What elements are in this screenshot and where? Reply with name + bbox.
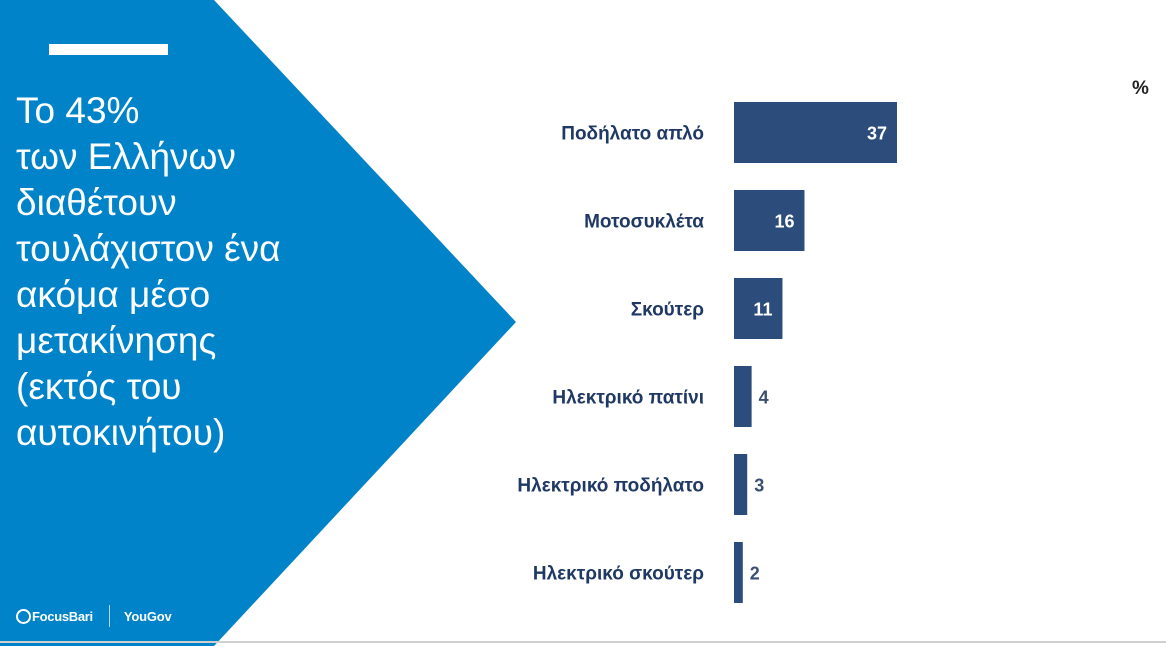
headline-line: μετακίνησης	[16, 320, 217, 361]
headline-line: Το 43%	[16, 90, 140, 131]
bar	[734, 102, 897, 163]
focusbari-logo-text: FocusBari	[32, 608, 93, 624]
bar	[734, 190, 805, 251]
bar	[734, 454, 748, 515]
bar	[734, 542, 743, 603]
focusbari-logo: FocusBari	[16, 608, 93, 624]
category-label: Ηλεκτρικό σκούτερ	[533, 564, 704, 585]
category-label: Σκούτερ	[631, 300, 705, 321]
value-label: 2	[750, 564, 760, 584]
headline-line: ακόμα μέσο	[16, 274, 211, 315]
bar	[734, 366, 752, 427]
value-label: 3	[754, 476, 764, 496]
focus-ring-icon	[16, 608, 31, 624]
headline-line: αυτοκινήτου)	[16, 412, 226, 453]
value-label: 37	[867, 124, 887, 144]
yougov-logo: YouGov	[123, 608, 172, 624]
logo-divider	[108, 605, 110, 627]
headline: Το 43% των Ελλήνων διαθέτουν τουλάχιστον…	[16, 88, 356, 456]
bottom-rule	[0, 641, 1166, 643]
category-label: Ποδήλατο απλό	[561, 124, 704, 145]
blue-panel-shape	[0, 0, 516, 646]
category-label: Ηλεκτρικό ποδήλατο	[517, 476, 704, 497]
headline-line: διαθέτουν	[16, 182, 177, 223]
value-label: 11	[753, 300, 772, 320]
category-label: Μοτοσυκλέτα	[584, 212, 704, 233]
unit-label: %	[1132, 78, 1149, 99]
accent-bar	[49, 44, 168, 55]
headline-line: (εκτός του	[16, 366, 182, 407]
value-label: 4	[759, 388, 769, 408]
headline-line: των Ελλήνων	[16, 136, 236, 177]
bar	[734, 278, 783, 339]
logo-bar: FocusBari YouGov	[16, 604, 172, 628]
category-label: Ηλεκτρικό πατίνι	[552, 388, 704, 409]
value-label: 16	[774, 212, 794, 232]
headline-line: τουλάχιστον ένα	[16, 228, 281, 269]
